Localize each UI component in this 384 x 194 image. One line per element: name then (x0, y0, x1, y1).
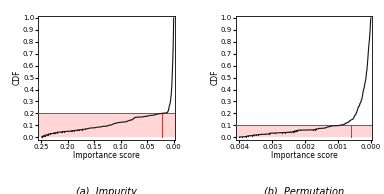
Point (52, 131, 58, 134)
Point (45, 133, 51, 136)
Point (262, 133, 268, 136)
Point (82, 128, 88, 131)
Point (46, 132, 53, 135)
Point (249, 134, 255, 137)
Point (293, 129, 299, 132)
Point (267, 132, 273, 135)
Point (39, 135, 45, 138)
Point (39, 135, 45, 139)
Point (61, 130, 67, 133)
Point (79, 128, 85, 131)
Point (250, 134, 257, 137)
Point (278, 131, 285, 134)
Point (42, 134, 48, 137)
Point (243, 135, 249, 138)
Point (291, 130, 298, 133)
Point (68, 130, 74, 133)
Point (294, 129, 300, 132)
Point (297, 129, 303, 132)
Point (286, 131, 292, 134)
Point (312, 128, 318, 131)
Text: (b)  Permutation: (b) Permutation (264, 187, 344, 194)
Point (243, 135, 249, 138)
Text: (a)  Impurity: (a) Impurity (76, 187, 137, 194)
Point (51, 132, 57, 135)
Point (51, 132, 57, 135)
Point (313, 128, 319, 131)
Point (39, 135, 45, 138)
Point (59, 130, 65, 133)
Point (255, 133, 261, 136)
Point (290, 130, 296, 133)
Point (39, 135, 45, 138)
Point (282, 131, 288, 134)
Point (71, 129, 77, 132)
Point (245, 135, 251, 138)
Point (266, 132, 273, 135)
Point (42, 134, 48, 137)
Point (69, 129, 75, 132)
X-axis label: Importance score: Importance score (73, 151, 140, 160)
Point (253, 133, 259, 136)
Point (54, 131, 60, 134)
Point (79, 128, 85, 131)
Point (54, 131, 60, 134)
Point (47, 132, 53, 135)
Point (266, 132, 272, 135)
Point (245, 134, 251, 137)
Point (295, 129, 301, 132)
Point (258, 133, 264, 136)
Y-axis label: CDF: CDF (13, 70, 22, 85)
Point (288, 131, 295, 134)
Point (45, 133, 51, 136)
Point (74, 129, 81, 132)
Point (41, 134, 47, 137)
Point (291, 130, 298, 133)
Point (237, 135, 243, 139)
Point (58, 131, 64, 134)
Point (42, 134, 48, 137)
Point (44, 133, 50, 136)
Point (250, 134, 256, 137)
Point (266, 132, 272, 135)
Point (76, 128, 82, 132)
Y-axis label: CDF: CDF (210, 70, 219, 85)
Point (272, 132, 278, 135)
Point (312, 128, 318, 131)
Point (65, 130, 71, 133)
Point (45, 133, 51, 136)
Point (50, 132, 56, 135)
Point (40, 135, 46, 138)
Point (291, 130, 297, 133)
Point (310, 128, 316, 132)
Point (239, 135, 245, 138)
X-axis label: Importance score: Importance score (271, 151, 338, 160)
Point (74, 129, 80, 132)
